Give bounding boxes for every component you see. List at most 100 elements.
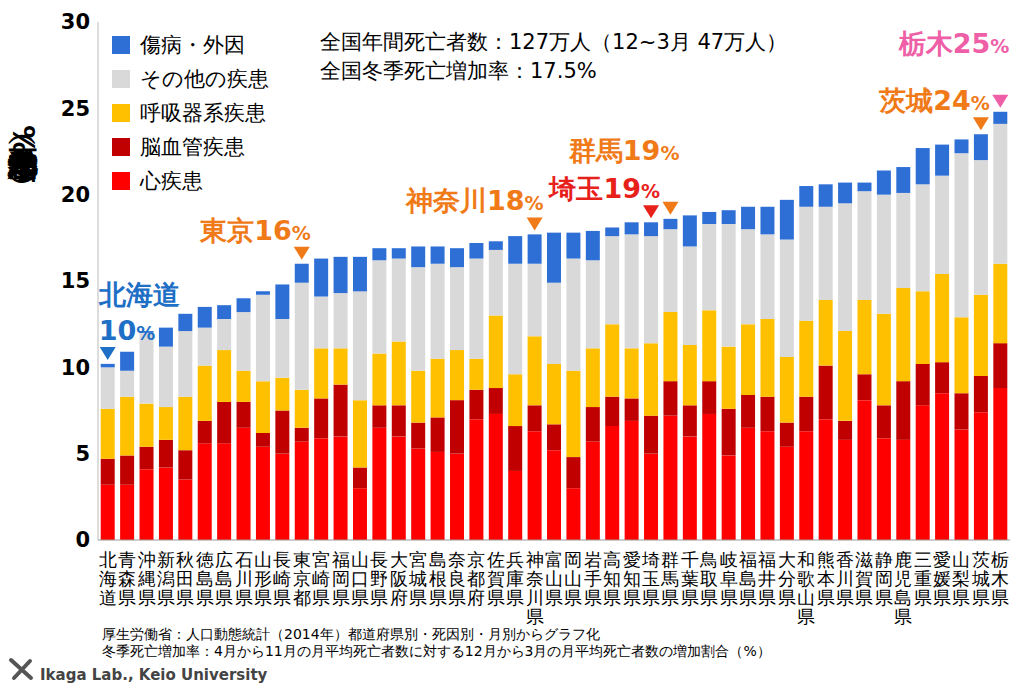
svg-text:京: 京 bbox=[467, 549, 485, 570]
svg-text:県: 県 bbox=[118, 587, 136, 608]
svg-text:島: 島 bbox=[739, 568, 757, 589]
svg-text:本: 本 bbox=[817, 568, 835, 589]
svg-text:県: 県 bbox=[720, 587, 738, 608]
svg-text:県: 県 bbox=[933, 587, 951, 608]
svg-text:茨: 茨 bbox=[972, 549, 990, 570]
svg-text:鳥: 鳥 bbox=[699, 549, 718, 570]
svg-text:島: 島 bbox=[215, 568, 233, 589]
svg-text:阜: 阜 bbox=[720, 568, 738, 589]
svg-text:15: 15 bbox=[61, 269, 90, 293]
svg-text:県: 県 bbox=[758, 587, 776, 608]
svg-text:群馬19%: 群馬19% bbox=[568, 135, 680, 166]
svg-text:埼玉19%: 埼玉19% bbox=[548, 173, 660, 204]
svg-text:県: 県 bbox=[138, 587, 156, 608]
svg-text:茨城24%: 茨城24% bbox=[878, 85, 990, 116]
svg-text:県: 県 bbox=[875, 587, 893, 608]
svg-text:県: 県 bbox=[603, 587, 621, 608]
svg-text:道: 道 bbox=[99, 587, 117, 608]
svg-text:県: 県 bbox=[332, 587, 350, 608]
svg-text:県: 県 bbox=[584, 587, 602, 608]
svg-text:県: 県 bbox=[991, 587, 1009, 608]
svg-text:県: 県 bbox=[817, 587, 835, 608]
svg-text:広: 広 bbox=[215, 549, 233, 570]
svg-text:川: 川 bbox=[836, 568, 854, 589]
svg-text:山: 山 bbox=[797, 587, 815, 608]
svg-text:県: 県 bbox=[972, 587, 990, 608]
svg-text:県: 県 bbox=[157, 587, 175, 608]
svg-text:山: 山 bbox=[351, 549, 369, 570]
svg-text:潟: 潟 bbox=[157, 568, 175, 589]
svg-text:岩: 岩 bbox=[584, 549, 602, 570]
svg-text:沖: 沖 bbox=[138, 549, 156, 570]
svg-text:10%: 10% bbox=[99, 315, 156, 346]
svg-text:5: 5 bbox=[75, 442, 90, 466]
svg-text:奈: 奈 bbox=[448, 549, 466, 570]
svg-text:兵: 兵 bbox=[506, 549, 524, 570]
svg-text:県: 県 bbox=[351, 587, 369, 608]
svg-text:東京16%: 東京16% bbox=[199, 215, 311, 246]
svg-text:佐: 佐 bbox=[487, 549, 505, 570]
svg-text:県: 県 bbox=[778, 587, 796, 608]
svg-text:県: 県 bbox=[429, 587, 447, 608]
svg-text:歌: 歌 bbox=[797, 568, 815, 589]
svg-text:秋: 秋 bbox=[176, 549, 194, 570]
svg-text:山: 山 bbox=[952, 549, 970, 570]
svg-text:高: 高 bbox=[603, 549, 621, 570]
svg-text:10: 10 bbox=[61, 356, 90, 380]
svg-text:岡: 岡 bbox=[564, 549, 582, 570]
svg-text:神: 神 bbox=[526, 549, 544, 570]
svg-text:香: 香 bbox=[836, 549, 854, 570]
svg-text:口: 口 bbox=[351, 568, 369, 589]
svg-text:県: 県 bbox=[235, 587, 253, 608]
svg-text:分: 分 bbox=[778, 568, 796, 589]
svg-text:川: 川 bbox=[526, 587, 544, 608]
svg-text:県: 県 bbox=[273, 587, 291, 608]
svg-text:県: 県 bbox=[409, 587, 427, 608]
svg-text:森: 森 bbox=[118, 568, 136, 589]
svg-text:新: 新 bbox=[157, 549, 175, 570]
svg-text:山: 山 bbox=[564, 568, 582, 589]
svg-text:奈: 奈 bbox=[526, 568, 544, 589]
svg-text:県: 県 bbox=[681, 587, 699, 608]
svg-text:梨: 梨 bbox=[952, 568, 970, 589]
svg-text:井: 井 bbox=[758, 568, 776, 589]
svg-text:県: 県 bbox=[370, 587, 388, 608]
svg-text:大: 大 bbox=[778, 549, 796, 570]
svg-text:賀: 賀 bbox=[487, 568, 505, 589]
svg-text:鹿: 鹿 bbox=[894, 549, 912, 570]
svg-text:静: 静 bbox=[875, 549, 893, 570]
svg-text:島: 島 bbox=[894, 587, 912, 608]
svg-text:福: 福 bbox=[332, 549, 350, 570]
svg-text:徳: 徳 bbox=[196, 549, 214, 570]
svg-text:県: 県 bbox=[487, 587, 505, 608]
svg-text:長: 長 bbox=[370, 549, 388, 570]
svg-text:滋: 滋 bbox=[855, 549, 873, 570]
svg-text:栃: 栃 bbox=[991, 549, 1009, 570]
svg-text:県: 県 bbox=[196, 587, 214, 608]
svg-text:栃木25%: 栃木25% bbox=[898, 28, 1010, 59]
svg-text:福: 福 bbox=[739, 549, 757, 570]
svg-text:長: 長 bbox=[273, 549, 291, 570]
svg-text:宮: 宮 bbox=[409, 549, 427, 570]
svg-text:県: 県 bbox=[623, 587, 641, 608]
svg-text:都: 都 bbox=[293, 587, 311, 608]
svg-text:重: 重 bbox=[914, 568, 932, 589]
svg-text:和: 和 bbox=[797, 549, 815, 570]
svg-text:青: 青 bbox=[118, 549, 136, 570]
svg-text:知: 知 bbox=[623, 568, 641, 589]
svg-text:埼: 埼 bbox=[641, 549, 660, 570]
svg-text:阪: 阪 bbox=[390, 568, 408, 589]
svg-text:媛: 媛 bbox=[933, 568, 951, 589]
svg-text:北: 北 bbox=[99, 549, 117, 570]
svg-text:石: 石 bbox=[235, 549, 253, 570]
svg-text:良: 良 bbox=[448, 568, 466, 589]
svg-text:県: 県 bbox=[526, 606, 544, 625]
svg-text:20: 20 bbox=[61, 183, 90, 207]
svg-text:形: 形 bbox=[254, 568, 272, 589]
svg-text:県: 県 bbox=[836, 587, 854, 608]
svg-text:崎: 崎 bbox=[312, 568, 330, 589]
svg-text:城: 城 bbox=[408, 568, 427, 589]
svg-text:知: 知 bbox=[603, 568, 621, 589]
svg-text:木: 木 bbox=[991, 568, 1009, 589]
svg-text:愛: 愛 bbox=[623, 549, 641, 570]
